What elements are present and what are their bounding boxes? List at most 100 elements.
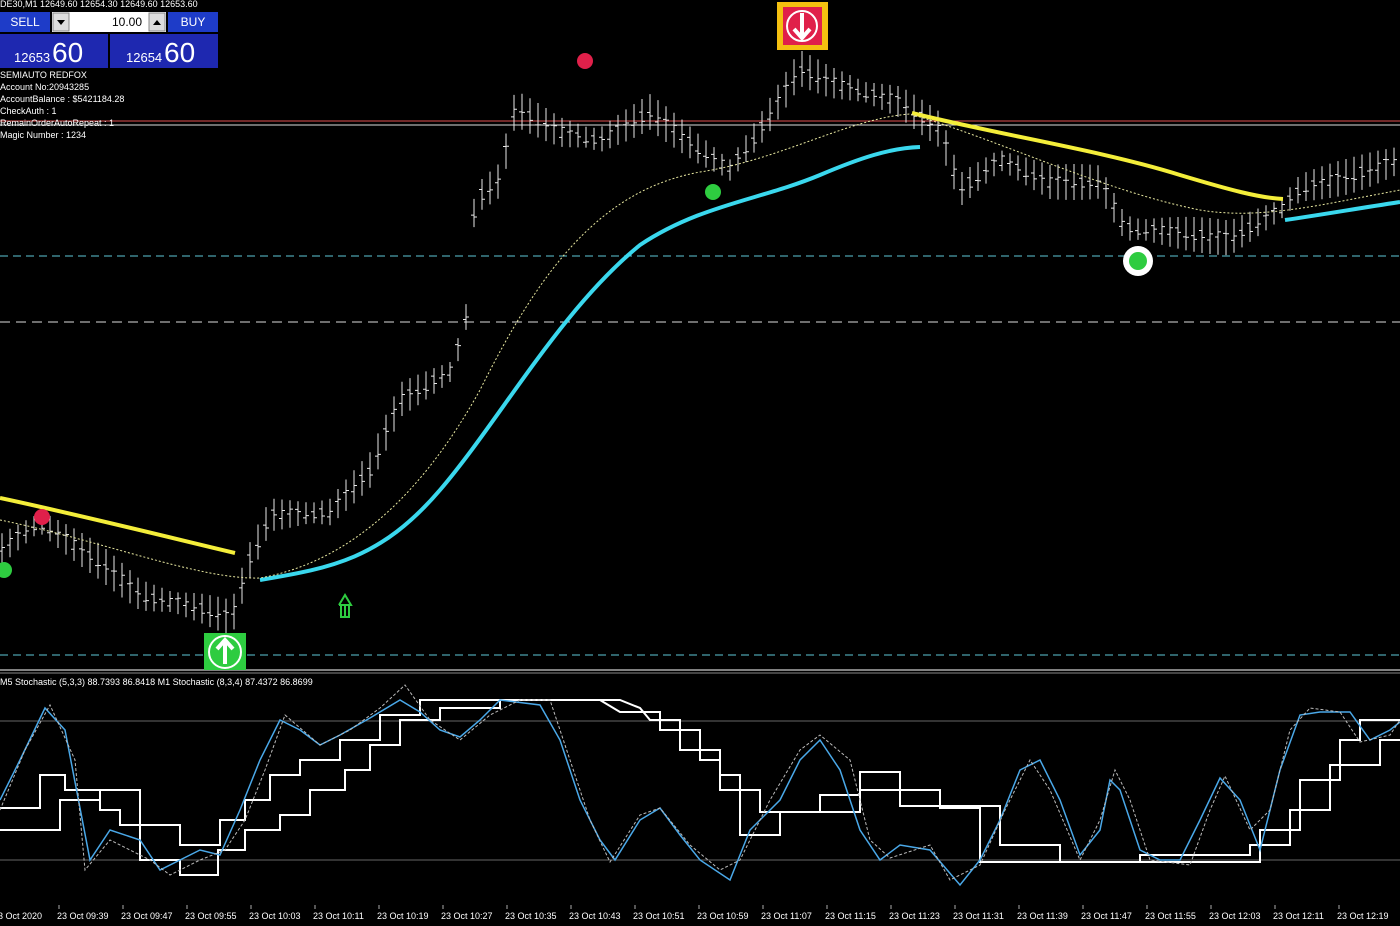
price-bar [423,371,429,400]
price-bar [1055,164,1061,200]
price-bar [359,461,365,496]
price-bar [599,126,605,152]
stoch-m1 [0,699,1400,887]
sell-dot [34,509,50,525]
price-bar [879,83,885,110]
price-bar [559,117,565,147]
price-bar [455,338,461,362]
price-bar [311,502,317,524]
account-line: Account No:20943285 [0,82,89,92]
price-bar [775,84,781,120]
buy-dot [705,184,721,200]
price-bar [823,63,829,97]
price-bar [1175,216,1181,249]
price-bar [719,153,725,176]
price-bar [735,147,741,172]
price-bar [871,82,877,107]
price-bar [887,84,893,114]
price-bar [23,520,29,544]
price-bar [607,120,613,149]
price-bar [391,396,397,432]
time-label: 23 Oct 10:11 [313,911,364,921]
price-bar [863,82,869,103]
price-bar [1031,159,1037,191]
price-bar [927,105,933,141]
price-bar [463,304,469,330]
price-bar [1343,158,1349,195]
price-bar [1255,208,1261,237]
price-bar [143,581,149,611]
bid-box[interactable] [0,34,108,68]
price-bar [663,106,669,143]
price-bar [1231,218,1237,253]
price-bar [1079,164,1085,200]
price-bar [231,593,237,630]
price-bar [791,59,797,96]
price-bar [583,126,589,148]
price-bar [103,548,109,585]
price-bar [1111,193,1117,223]
time-label: 23 Oct 10:19 [377,911,429,921]
price-bar [183,592,189,618]
ask-box[interactable] [110,34,218,68]
price-bar [135,577,141,610]
price-bar [1159,217,1165,245]
account-line: SEMIAUTO REDFOX [0,70,87,80]
price-bar [839,71,845,100]
price-bar [63,524,69,555]
price-bar [1071,164,1077,200]
price-bar [591,127,597,150]
price-bar [1271,202,1277,225]
price-bar [1039,162,1045,195]
price-bar [895,85,901,117]
lot-input[interactable] [52,12,166,32]
time-label: 23 Oct 09:47 [121,911,173,921]
price-bar [375,433,381,470]
buy-button[interactable] [168,12,218,32]
price-bar [751,123,757,153]
price-bar [703,140,709,168]
price-bar [415,374,421,406]
time-label: 23 Oct 10:03 [249,911,301,921]
price-bar [567,120,573,148]
price-bar [1287,187,1293,211]
price-bar [1239,215,1245,248]
price-bar [7,528,13,558]
price-bar [1015,155,1021,181]
price-bar [439,365,445,388]
price-bar [407,378,413,411]
time-label: 23 Oct 10:59 [697,911,749,921]
account-info: SEMIAUTO REDFOX Account No:20943285 Accoun… [0,70,124,140]
price-bar [1215,218,1221,255]
lot-value: 10.00 [112,15,142,29]
price-bar [1119,209,1125,236]
time-label: 23 Oct 09:39 [57,911,109,921]
price-bar [1375,150,1381,184]
sell-label: SELL [10,15,40,29]
price-bar [159,587,165,612]
price-bar [903,89,909,123]
price-bar [951,154,957,190]
buy-signal [208,635,242,669]
symbol-info: DE30,M1 12649.60 12654.30 12649.60 12653… [0,0,198,9]
sell-button[interactable] [0,12,50,32]
price-bar [759,111,765,143]
price-bar [487,171,493,205]
price-bar [479,179,485,210]
price-bar [767,97,773,132]
price-bar [1191,216,1197,252]
price-bar [471,198,477,228]
price-bar [983,157,989,184]
price-bar [615,114,621,145]
price-bar [551,113,557,145]
price-bar [511,94,517,131]
price-bar [1327,163,1333,199]
price-bar [95,542,101,579]
price-bar [87,537,93,573]
price-bar [367,452,373,488]
price-bar [935,110,941,147]
price-bar [743,135,749,163]
account-line: AccountBalance : $5421184.28 [0,94,124,104]
